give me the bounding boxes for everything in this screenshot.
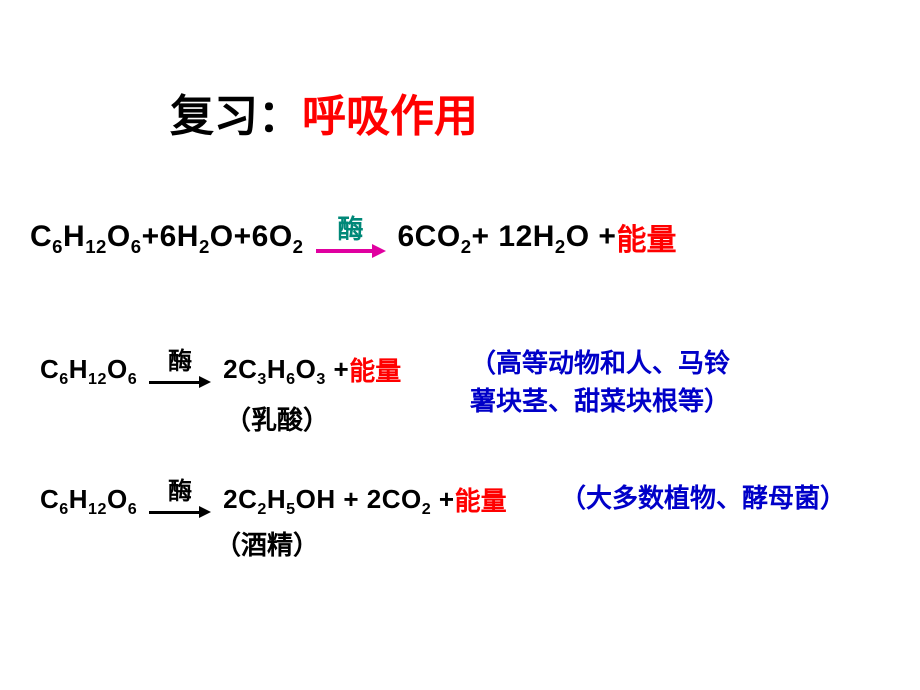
eq2-product-name: （乳酸） bbox=[225, 400, 329, 437]
title-prefix: 复习： bbox=[170, 92, 302, 141]
eq3-arrow: 酶 bbox=[149, 480, 211, 518]
eq1-lhs: C6H12O6+6H2O+6O2 bbox=[30, 220, 304, 254]
eq3-rhs: 2C2H5OH + 2CO2 + bbox=[223, 484, 454, 515]
eq1-energy: 能量 bbox=[616, 215, 676, 259]
arrow-icon bbox=[149, 506, 211, 518]
eq3-product-name: （酒精） bbox=[215, 525, 319, 562]
eq1-rhs: 6CO2+ 12H2O + bbox=[398, 220, 617, 254]
eq3-lhs: C6H12O6 bbox=[40, 484, 137, 515]
slide-title: 复习：呼吸作用 bbox=[170, 80, 478, 144]
eq3-note: （大多数植物、酵母菌） bbox=[560, 478, 846, 515]
arrow-icon bbox=[149, 376, 211, 388]
eq2-note: （高等动物和人、马铃 薯块茎、甜菜块根等） bbox=[470, 345, 730, 420]
eq2-lhs: C6H12O6 bbox=[40, 354, 137, 385]
arrow-icon bbox=[316, 244, 386, 258]
eq2-note-line1: （高等动物和人、马铃 bbox=[470, 348, 730, 378]
eq1-catalyst: 酶 bbox=[337, 216, 363, 242]
equation-aerobic-respiration: C6H12O6+6H2O+6O2 酶 6CO2+ 12H2O + 能量 bbox=[30, 215, 676, 259]
eq2-rhs: 2C3H6O3 + bbox=[223, 354, 349, 385]
eq2-energy: 能量 bbox=[349, 351, 401, 388]
title-highlight: 呼吸作用 bbox=[302, 92, 478, 141]
eq3-energy: 能量 bbox=[455, 481, 507, 518]
eq3-catalyst: 酶 bbox=[168, 480, 192, 504]
eq2-note-line2: 薯块茎、甜菜块根等） bbox=[470, 386, 730, 416]
equation-lactic-acid: C6H12O6 酶 2C3H6O3 + 能量 bbox=[40, 350, 401, 388]
equation-alcohol: C6H12O6 酶 2C2H5OH + 2CO2 + 能量 bbox=[40, 480, 507, 518]
eq2-catalyst: 酶 bbox=[168, 350, 192, 374]
eq2-arrow: 酶 bbox=[149, 350, 211, 388]
eq1-arrow: 酶 bbox=[316, 216, 386, 258]
